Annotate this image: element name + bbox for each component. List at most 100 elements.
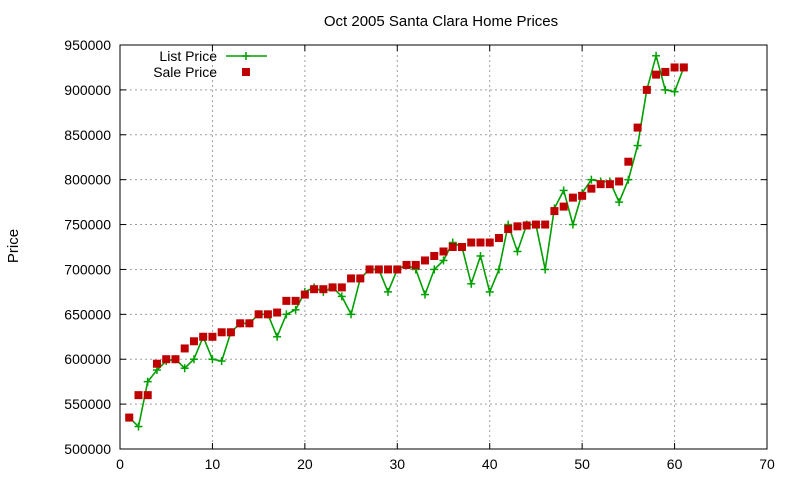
x-tick-label: 70 (759, 456, 775, 472)
data-point (347, 310, 356, 319)
y-tick-label: 750000 (64, 217, 111, 233)
data-point (615, 198, 624, 207)
data-point (273, 332, 282, 341)
legend-label-sale-price: Sale Price (153, 64, 217, 80)
data-point (661, 67, 670, 76)
y-tick-label: 650000 (64, 306, 111, 322)
data-point (152, 359, 161, 368)
data-point (541, 265, 550, 274)
data-point (384, 287, 393, 296)
data-point (189, 337, 198, 346)
data-point (522, 221, 531, 230)
x-tick-label: 50 (574, 456, 590, 472)
data-point (180, 344, 189, 353)
data-point (430, 265, 439, 274)
data-point (337, 292, 346, 301)
data-point (134, 391, 143, 400)
data-point (337, 283, 346, 292)
data-point (319, 285, 328, 294)
data-point (143, 377, 152, 386)
data-point (670, 63, 679, 72)
data-point (513, 247, 522, 256)
x-tick-label: 30 (389, 456, 405, 472)
y-tick-label: 600000 (64, 351, 111, 367)
data-point (291, 296, 300, 305)
data-point (421, 256, 430, 265)
data-point (217, 357, 226, 366)
data-point (531, 220, 540, 229)
data-point (513, 222, 522, 231)
data-point (652, 70, 661, 79)
data-point (439, 247, 448, 256)
data-point (652, 51, 661, 60)
data-point (365, 265, 374, 274)
data-point (661, 85, 670, 94)
series-list-price (125, 51, 688, 431)
data-point (568, 193, 577, 202)
x-tick-label: 10 (205, 456, 221, 472)
data-point (199, 332, 208, 341)
y-tick-label: 800000 (64, 172, 111, 188)
data-point (393, 265, 402, 274)
data-point (578, 191, 587, 200)
data-point (568, 220, 577, 229)
data-point (476, 251, 485, 260)
data-point (494, 234, 503, 243)
data-point (236, 319, 245, 328)
data-point (485, 238, 494, 247)
data-point (559, 202, 568, 211)
legend-swatch-marker (242, 52, 250, 60)
x-tick-label: 20 (297, 456, 313, 472)
data-point (282, 296, 291, 305)
data-point (273, 308, 282, 317)
data-point (189, 355, 198, 364)
series-sale-price (125, 63, 688, 422)
data-point (171, 355, 180, 364)
y-axis-label: Price (5, 229, 22, 263)
data-point (504, 225, 513, 234)
data-point (467, 238, 476, 247)
x-tick-label: 40 (482, 456, 498, 472)
plot-frame (119, 44, 768, 450)
x-axis: 0 10 20 30 40 50 60 70 (116, 45, 775, 472)
data-point (180, 364, 189, 373)
data-point (421, 290, 430, 299)
x-tick-label: 0 (116, 456, 124, 472)
data-point (467, 279, 476, 288)
legend-label-list-price: List Price (159, 48, 217, 64)
legend-swatch-marker (242, 68, 250, 76)
y-tick-label: 850000 (64, 127, 111, 143)
data-point (263, 310, 272, 319)
data-point (633, 141, 642, 150)
data-point (679, 63, 688, 72)
y-tick-label: 900000 (64, 82, 111, 98)
data-point (300, 290, 309, 299)
data-point (670, 87, 679, 96)
data-point (125, 413, 134, 422)
data-point (457, 243, 466, 251)
data-point (226, 328, 235, 337)
data-point (282, 310, 291, 319)
data-point (476, 238, 485, 247)
data-point (541, 220, 550, 229)
data-point (439, 256, 448, 265)
data-point (245, 319, 254, 328)
data-point (559, 186, 568, 195)
data-point (310, 285, 319, 294)
y-tick-label: 950000 (64, 37, 111, 53)
x-tick-label: 60 (667, 456, 683, 472)
data-point (596, 180, 605, 189)
data-point (624, 157, 633, 166)
y-tick-label: 700000 (64, 261, 111, 277)
data-point (402, 260, 411, 269)
grid (120, 45, 767, 449)
data-point (134, 422, 143, 431)
data-point (448, 243, 457, 251)
data-point (615, 177, 624, 186)
data-point (642, 85, 651, 94)
data-point (328, 283, 337, 292)
y-tick-label: 550000 (64, 396, 111, 412)
data-point (485, 287, 494, 296)
